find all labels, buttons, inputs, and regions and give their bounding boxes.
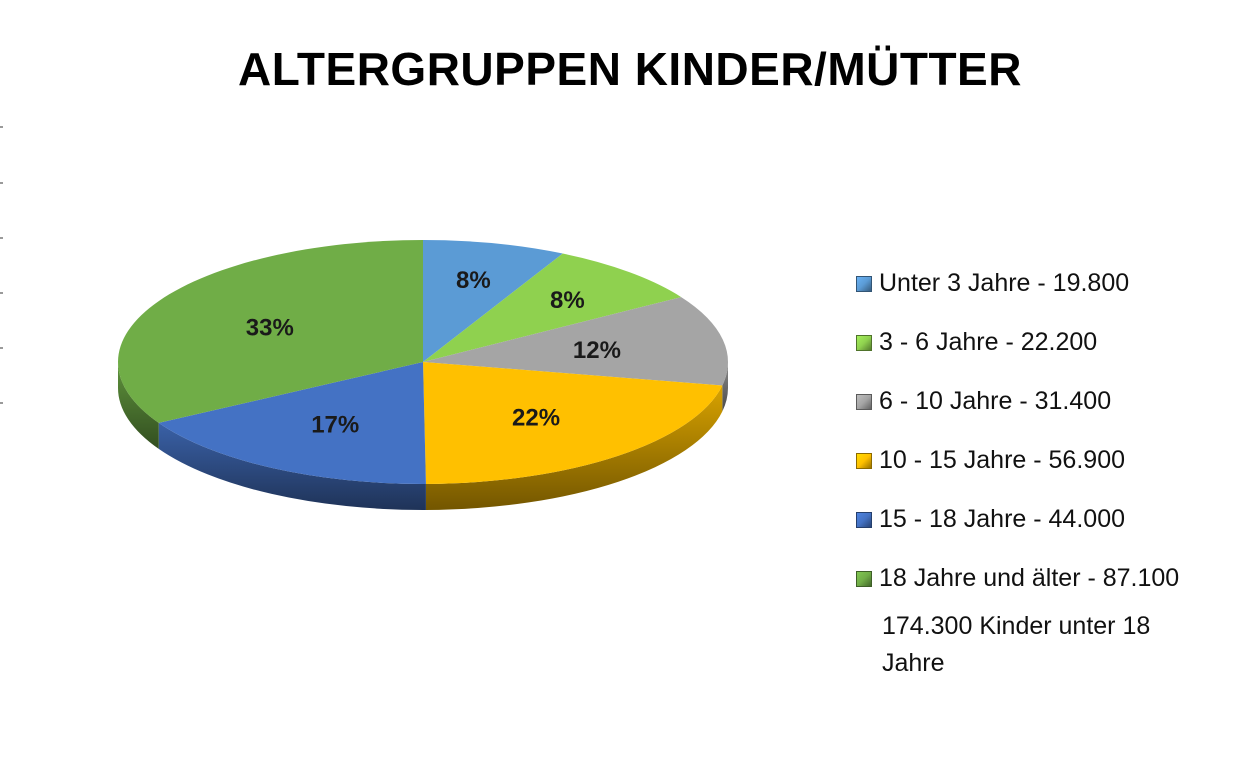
slice-label-4: 17% xyxy=(311,411,359,438)
pie-slice-1 xyxy=(423,253,682,362)
pie-slice-0 xyxy=(423,240,563,362)
pie-side-4 xyxy=(158,422,426,510)
legend-swatch-3 xyxy=(856,453,872,469)
legend-swatch-5 xyxy=(856,571,872,587)
legend-item-4: 15 - 18 Jahre - 44.000 xyxy=(856,500,1256,559)
legend-swatch-0 xyxy=(856,276,872,292)
legend-label-2: 6 - 10 Jahre - 31.400 xyxy=(879,387,1112,415)
pie-side-5 xyxy=(118,362,159,449)
legend-swatch-2 xyxy=(856,394,872,410)
legend-swatch-4 xyxy=(856,512,872,528)
pie-side-2 xyxy=(722,362,728,412)
pie-sides xyxy=(118,362,728,510)
pie-labels: 8% 8% 12% 22% 17% 33% xyxy=(246,267,621,438)
legend-label-4: 15 - 18 Jahre - 44.000 xyxy=(879,505,1125,533)
pie-side-3 xyxy=(425,385,723,510)
legend-label-3: 10 - 15 Jahre - 56.900 xyxy=(879,446,1125,474)
slice-label-5: 33% xyxy=(246,315,294,342)
slice-label-2: 12% xyxy=(573,337,621,364)
legend-item-0: Unter 3 Jahre - 19.800 xyxy=(856,264,1256,323)
pie-slice-3 xyxy=(423,362,723,484)
left-edge-ticks xyxy=(0,120,3,420)
chart-title: ALTERGRUPPEN KINDER/MÜTTER xyxy=(238,43,1022,95)
slice-label-0: 8% xyxy=(456,267,491,294)
slice-label-3: 22% xyxy=(512,404,560,431)
legend-item-3: 10 - 15 Jahre - 56.900 xyxy=(856,441,1256,500)
legend-label-1: 3 - 6 Jahre - 22.200 xyxy=(879,328,1098,356)
slice-label-1: 8% xyxy=(550,287,585,314)
legend-label-0: Unter 3 Jahre - 19.800 xyxy=(879,269,1130,297)
legend-item-5: 18 Jahre und älter - 87.100 xyxy=(856,559,1256,618)
legend-item-1: 3 - 6 Jahre - 22.200 xyxy=(856,323,1256,382)
legend-note: 174.300 Kinder unter 18 Jahre xyxy=(882,612,1151,677)
legend: Unter 3 Jahre - 19.800 3 - 6 Jahre - 22.2… xyxy=(856,264,1256,682)
pie-slice-5 xyxy=(117,240,423,423)
pie-slice-4 xyxy=(158,362,426,484)
legend-label-5: 18 Jahre und älter - 87.100 xyxy=(879,564,1180,592)
legend-swatch-1 xyxy=(856,335,872,351)
pie-tops xyxy=(117,240,728,484)
legend-item-2: 6 - 10 Jahre - 31.400 xyxy=(856,382,1256,441)
pie-slice-2 xyxy=(423,297,728,386)
